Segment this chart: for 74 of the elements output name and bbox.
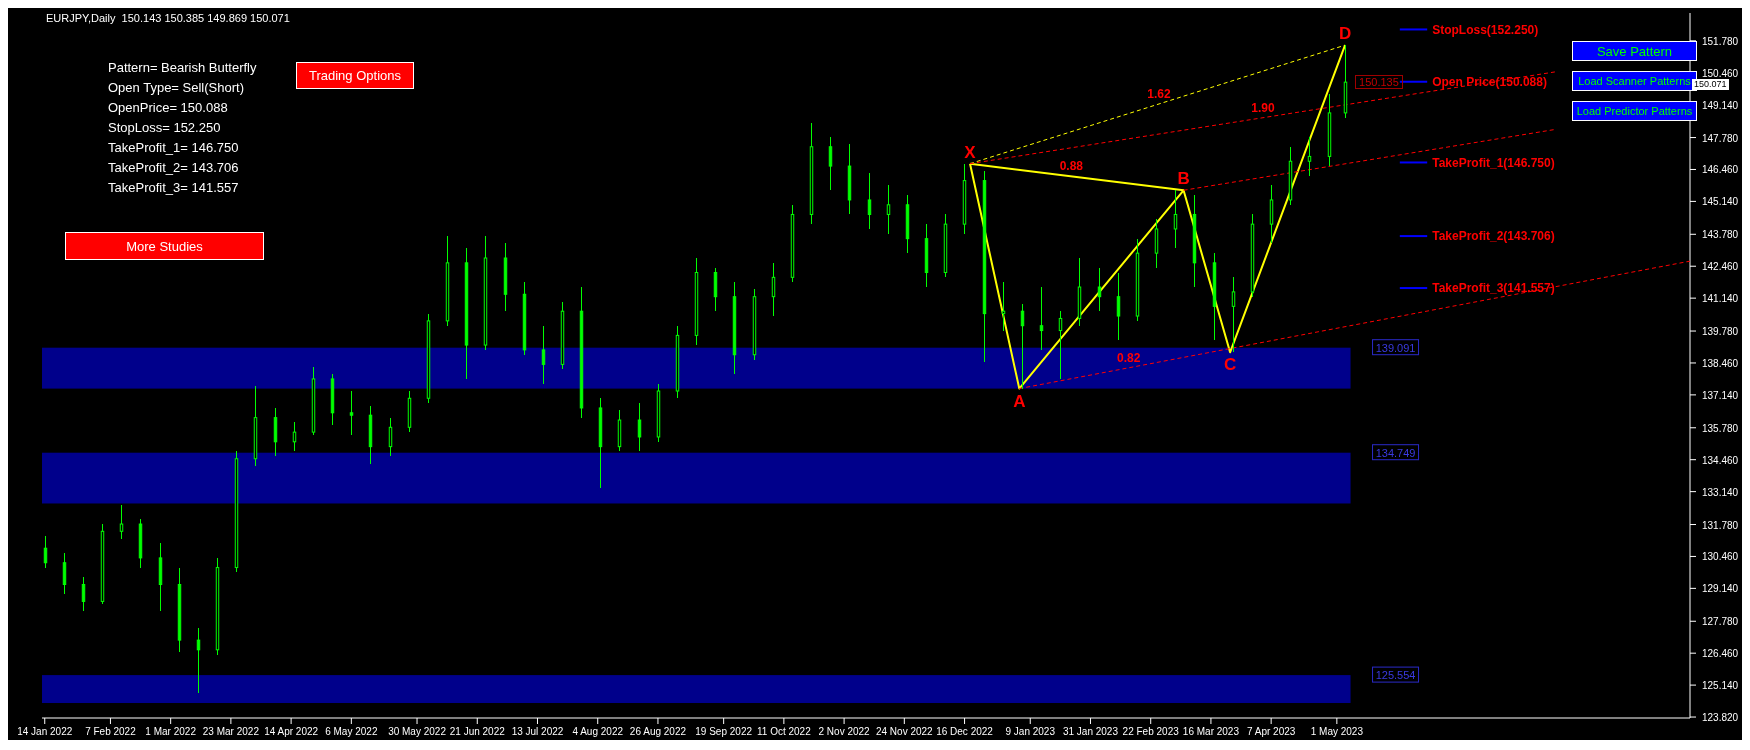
x-tick-label: 7 Feb 2022 — [85, 726, 137, 737]
band-label: 125.554 — [1375, 669, 1416, 682]
button: Trading Options — [296, 62, 414, 89]
x-tick-label: 9 Jan 2023 — [1005, 726, 1056, 737]
y-tick-label: 137.140 — [1702, 389, 1739, 401]
y-tick-label: 131.780 — [1702, 519, 1739, 531]
button: Load Predictor Patterns — [1572, 101, 1697, 121]
x-tick-label: 14 Jan 2022 — [17, 726, 73, 737]
annotation: 1.90 — [1251, 100, 1275, 115]
x-tick-label: 26 Aug 2022 — [629, 726, 687, 737]
y-tick-label: 143.780 — [1702, 229, 1739, 241]
x-tick-label: 7 Apr 2023 — [1246, 726, 1296, 737]
annotation: TakeProfit_3= 141.557 — [108, 180, 239, 195]
annotation: D — [1338, 24, 1352, 44]
y-tick-label: 134.460 — [1702, 454, 1739, 466]
x-tick-label: 16 Mar 2023 — [1182, 726, 1240, 737]
y-tick-label: 145.140 — [1702, 196, 1739, 208]
annotation: 0.82 — [1117, 350, 1141, 365]
y-tick-label: 135.780 — [1702, 422, 1739, 434]
y-tick-label: 133.140 — [1702, 486, 1739, 498]
annotation: C — [1223, 355, 1237, 375]
ref-line-label: TakeProfit_2(143.706) — [1432, 229, 1555, 244]
y-tick-label: 149.140 — [1702, 99, 1739, 111]
y-tick-label: 146.460 — [1702, 164, 1739, 176]
x-tick-label: 31 Jan 2023 — [1062, 726, 1119, 737]
ref-line-label: StopLoss(152.250) — [1432, 22, 1539, 37]
x-tick-label: 14 Apr 2022 — [264, 726, 319, 737]
y-tick-label: 129.140 — [1702, 583, 1739, 595]
y-tick-label: 138.460 — [1702, 357, 1739, 369]
annotation: A — [1013, 391, 1026, 411]
annotation: 150.135 — [1355, 74, 1403, 89]
y-tick-label: 142.460 — [1702, 261, 1739, 273]
ref-line-label: TakeProfit_3(141.557) — [1432, 281, 1555, 296]
y-tick-label: 150.460 — [1702, 67, 1739, 79]
chart-title: EURJPY,Daily 150.143 150.385 149.869 150.071 — [46, 12, 290, 24]
x-tick-label: 22 Feb 2023 — [1122, 726, 1180, 737]
x-tick-label: 2 Nov 2022 — [818, 726, 871, 737]
annotation: Pattern= Bearish Butterfly — [108, 60, 257, 75]
y-tick-label: 126.460 — [1702, 648, 1739, 660]
x-tick-label: 6 May 2022 — [325, 726, 378, 737]
x-tick-label: 23 Mar 2022 — [202, 726, 260, 737]
x-tick-label: 16 Dec 2022 — [936, 726, 994, 737]
x-tick-label: 13 Jul 2022 — [511, 726, 564, 737]
band-label: 134.749 — [1375, 446, 1416, 459]
button: More Studies — [65, 232, 264, 260]
x-tick-label: 24 Nov 2022 — [875, 726, 934, 737]
x-tick-label: 4 Aug 2022 — [572, 726, 624, 737]
y-tick-label: 127.780 — [1702, 616, 1739, 628]
y-tick-label: 125.140 — [1702, 680, 1739, 692]
annotation: 0.88 — [1059, 159, 1084, 174]
y-tick-label: 123.820 — [1702, 712, 1739, 724]
button: Save Pattern — [1572, 41, 1697, 61]
annotation: TakeProfit_2= 143.706 — [108, 160, 239, 175]
x-tick-label: 1 Mar 2022 — [145, 726, 197, 737]
x-tick-label: 30 May 2022 — [388, 726, 447, 737]
annotation: TakeProfit_1= 146.750 — [108, 140, 239, 155]
x-tick-label: 11 Oct 2022 — [757, 726, 812, 737]
annotation: Open Type= Sell(Short) — [108, 80, 244, 95]
x-tick-label: 21 Jun 2022 — [449, 726, 506, 737]
y-tick-label: 139.780 — [1702, 326, 1739, 338]
annotation: B — [1177, 169, 1190, 189]
x-tick-label: 1 May 2023 — [1310, 726, 1364, 737]
ref-line-label: TakeProfit_1(146.750) — [1432, 155, 1555, 170]
text: 150.071 — [1692, 79, 1729, 91]
y-tick-label: 147.780 — [1702, 132, 1739, 144]
band-label: 139.091 — [1375, 341, 1416, 354]
y-tick-label: 130.460 — [1702, 551, 1739, 563]
x-tick-label: 19 Sep 2022 — [695, 726, 753, 737]
y-tick-label: 141.140 — [1702, 293, 1739, 305]
annotation: 1.62 — [1147, 86, 1171, 101]
annotation: X — [964, 142, 977, 162]
annotation: StopLoss= 152.250 — [108, 120, 221, 135]
y-tick-label: 151.780 — [1702, 35, 1739, 47]
annotation: OpenPrice= 150.088 — [108, 100, 228, 115]
